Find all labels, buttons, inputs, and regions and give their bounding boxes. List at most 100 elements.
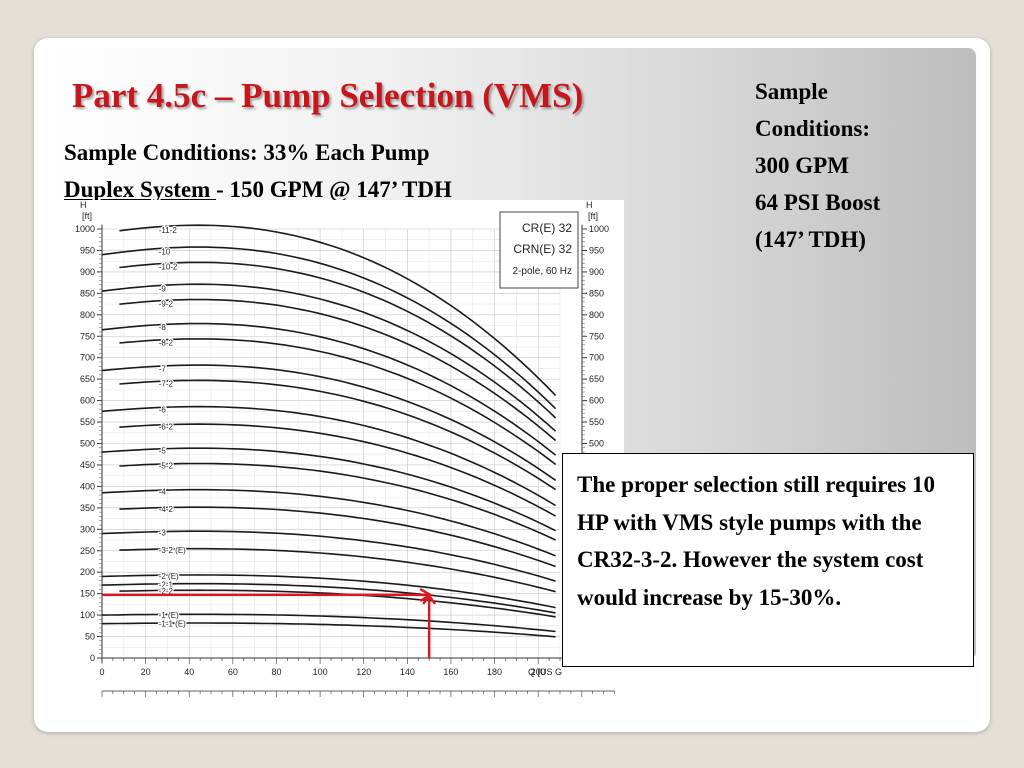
x-tick-label: 0 — [99, 667, 104, 677]
pump-curve — [101, 447, 556, 532]
y-tick-label: 100 — [80, 610, 95, 620]
pump-curve — [101, 574, 556, 609]
pump-curve — [101, 405, 557, 507]
right-y-axis-unit: [ft] — [588, 211, 598, 221]
y-tick-label: 600 — [80, 396, 95, 406]
pump-curve — [101, 488, 556, 557]
pump-curve — [101, 283, 557, 432]
curve-label: -2-2 — [159, 587, 174, 596]
pump-curve — [119, 298, 557, 442]
x-tick-label: 120 — [356, 667, 371, 677]
y-tick-label: 900 — [80, 267, 95, 277]
duty-spec-text: - 150 GPM @ 147’ TDH — [216, 177, 452, 202]
curve-label: -8-2 — [159, 338, 174, 347]
y-axis-label: H — [80, 200, 87, 210]
pump-curve — [101, 246, 557, 410]
side-note-line: 300 GPM — [755, 153, 849, 178]
curve-label: -6-2 — [159, 423, 174, 432]
duplex-system-label: Duplex System — [64, 177, 217, 202]
right-y-axis-label: H — [586, 200, 593, 210]
x-axis-label: Q [US G — [528, 667, 562, 677]
right-y-tick-label: 700 — [589, 353, 604, 363]
curve-label: -2 (E) — [159, 572, 179, 581]
y-tick-label: 0 — [90, 653, 95, 663]
right-y-tick-label: 600 — [589, 396, 604, 406]
y-tick-label: 150 — [80, 589, 95, 599]
pump-curve — [101, 322, 557, 456]
pump-curve — [119, 506, 556, 568]
subtitle-line-2: Duplex System - 150 GPM @ 147’ TDH — [64, 171, 452, 208]
side-note-line: Sample — [755, 79, 828, 104]
pump-curve — [101, 582, 556, 614]
y-tick-label: 450 — [80, 460, 95, 470]
curve-label: -9-2 — [159, 299, 174, 308]
subtitle-line-1: Sample Conditions: 33% Each Pump — [64, 140, 430, 165]
pump-curve — [101, 613, 556, 633]
pump-curve — [119, 462, 556, 541]
curve-label: -1-1 (E) — [159, 619, 186, 628]
pump-curves — [101, 224, 557, 638]
right-y-tick-label: 1000 — [589, 224, 609, 234]
slide-title: Part 4.5c – Pump Selection (VMS) — [72, 76, 584, 115]
y-tick-label: 950 — [80, 245, 95, 255]
x-tick-label: 20 — [141, 667, 151, 677]
x-tick-label: 80 — [271, 667, 281, 677]
pump-curve — [119, 379, 557, 491]
pump-curve — [119, 547, 556, 593]
pump-curve — [119, 224, 557, 396]
curve-label: -6 — [159, 405, 167, 414]
y-tick-label: 550 — [80, 417, 95, 427]
y-tick-label: 650 — [80, 374, 95, 384]
x-tick-label: 160 — [443, 667, 458, 677]
y-tick-label: 700 — [80, 353, 95, 363]
right-y-tick-label: 750 — [589, 331, 604, 341]
y-tick-label: 850 — [80, 288, 95, 298]
x-tick-label: 200 — [531, 667, 546, 677]
right-y-tick-label: 950 — [589, 245, 604, 255]
curve-label: -8 — [159, 323, 167, 332]
sample-conditions-text: Sample Conditions: 33% Each Pump Duplex … — [64, 134, 452, 208]
y-tick-label: 50 — [85, 632, 95, 642]
duty-arrow-right — [419, 587, 433, 603]
curve-label: -7 — [159, 364, 167, 373]
curve-label: -11-2 — [159, 226, 178, 235]
chart-title-line: CRN(E) 32 — [513, 242, 572, 256]
y-tick-label: 300 — [80, 524, 95, 534]
x-tick-label: 140 — [400, 667, 415, 677]
right-y-tick-label: 500 — [589, 439, 604, 449]
callout-box: The proper selection still requires 10 H… — [562, 453, 974, 667]
chart-title-line: CR(E) 32 — [522, 221, 572, 235]
curve-label: -10 — [159, 248, 171, 257]
pump-curve — [119, 338, 557, 466]
x-tick-label: 180 — [487, 667, 502, 677]
right-y-tick-label: 550 — [589, 417, 604, 427]
curve-label: -3-2 (E) — [159, 546, 186, 555]
pump-curve — [101, 530, 556, 582]
curve-label: -4 — [159, 488, 167, 497]
curve-label: -1 (E) — [159, 611, 179, 620]
pump-curve — [101, 622, 556, 638]
y-tick-label: 1000 — [75, 224, 95, 234]
x-tick-label: 40 — [184, 667, 194, 677]
y-tick-label: 500 — [80, 439, 95, 449]
curve-label: -5-2 — [159, 462, 174, 471]
chart-title-line: 2-pole, 60 Hz — [513, 266, 572, 277]
y-tick-label: 200 — [80, 567, 95, 577]
y-tick-label: 400 — [80, 481, 95, 491]
right-y-tick-label: 650 — [589, 374, 604, 384]
x-tick-label: 60 — [228, 667, 238, 677]
y-tick-label: 800 — [80, 310, 95, 320]
curve-label: -4-2 — [159, 505, 174, 514]
y-tick-label: 750 — [80, 331, 95, 341]
curve-label: -5 — [159, 446, 167, 455]
curve-label: -3 — [159, 529, 167, 538]
curve-label: -7-2 — [159, 379, 174, 388]
x-tick-label: 100 — [313, 667, 328, 677]
right-y-tick-label: 800 — [589, 310, 604, 320]
curve-label: -10-2 — [159, 263, 178, 272]
curve-label: -2-1 — [159, 580, 174, 589]
side-note-line: 64 PSI Boost — [755, 190, 881, 215]
pump-curve — [119, 261, 557, 419]
curve-label: -9 — [159, 284, 167, 293]
y-axis-unit: [ft] — [82, 211, 92, 221]
